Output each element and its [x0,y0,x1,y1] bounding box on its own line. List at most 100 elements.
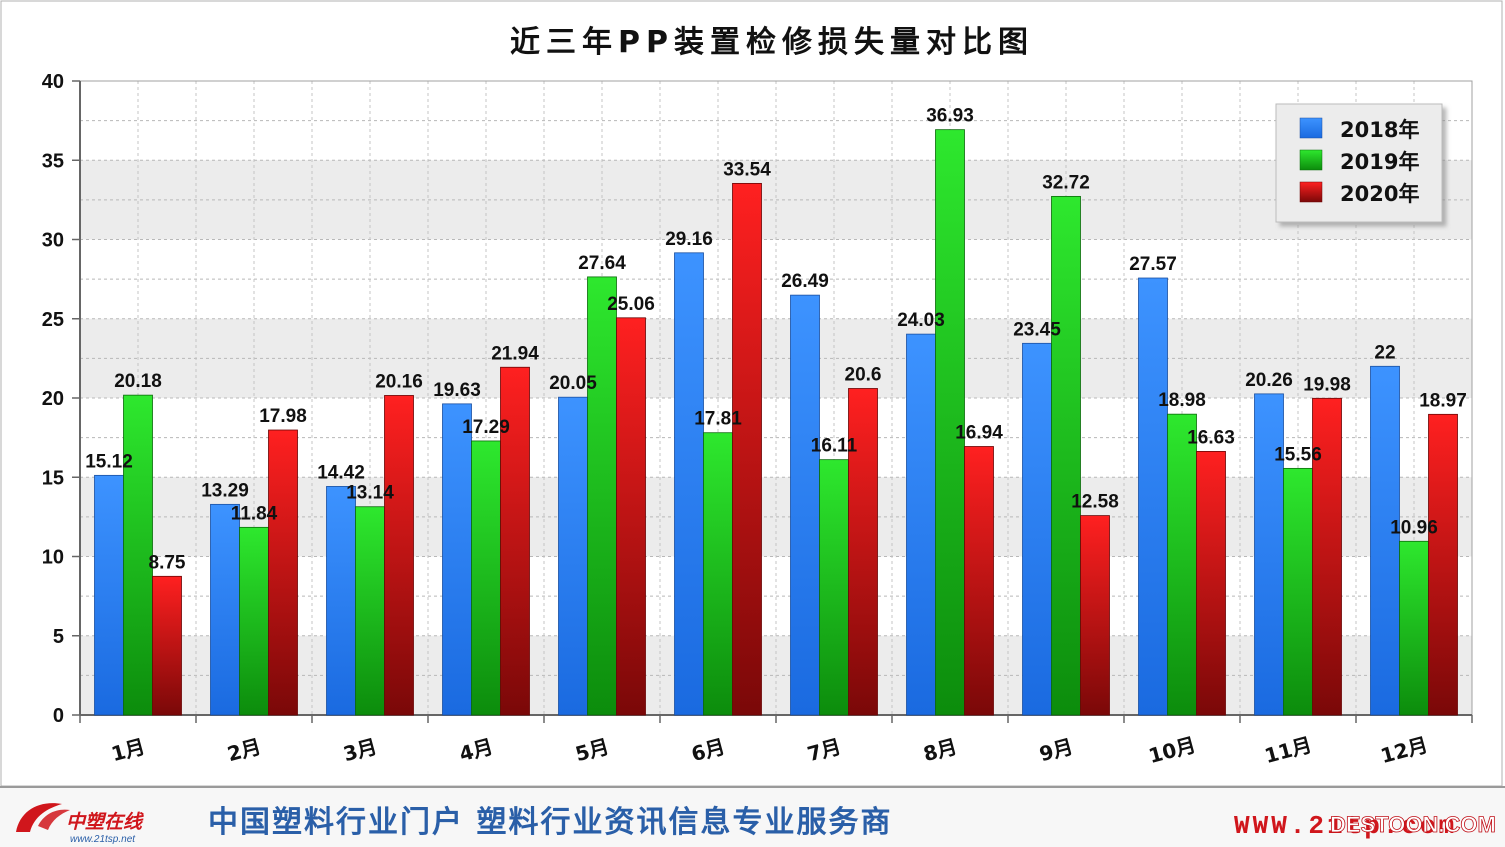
bar-2018-10 [1138,277,1168,716]
data-label-2019-1: 20.18 [114,371,162,392]
legend-label-2018: 2018年 [1340,118,1419,142]
bar-2020-2 [268,429,298,716]
data-label-2020-12: 18.97 [1419,390,1467,411]
bar-2020-10 [1196,451,1226,716]
data-label-2019-12: 10.96 [1390,517,1438,538]
data-label-2019-7: 16.11 [811,436,858,457]
data-label-2019-9: 32.72 [1042,172,1090,193]
data-label-2018-11: 20.26 [1245,370,1293,391]
chart-title: 近三年PP装置检修损失量对比图 [510,25,1034,60]
footer-slogan: 中国塑料行业门户 塑料行业资讯信息专业服务商 [208,805,892,840]
bar-2018-12 [1370,365,1400,716]
bar-2020-7 [848,388,878,716]
bar-2018-2 [210,503,240,716]
bar-2019-4 [471,440,501,716]
bar-2019-9 [1051,195,1081,716]
data-label-2020-8: 16.94 [955,423,1003,444]
data-label-2020-7: 20.6 [845,364,882,385]
legend: 2018年 2019年 2020年 [1275,103,1443,223]
y-tick-label: 15 [42,467,64,489]
footer-watermark: DESTOON.COM [1330,812,1496,837]
y-tick-label: 35 [42,150,64,172]
data-label-2020-2: 17.98 [259,406,307,427]
bar-2019-8 [935,129,965,716]
legend-swatch-2020 [1299,181,1323,203]
bar-2018-1 [94,474,124,716]
data-label-2020-11: 19.98 [1303,374,1351,395]
y-tick-label: 25 [42,309,64,331]
data-label-2018-9: 23.45 [1013,319,1061,340]
bar-2019-5 [587,276,617,716]
bar-2019-2 [239,526,269,716]
data-label-2018-3: 14.42 [317,462,365,483]
bar-2019-1 [123,394,153,716]
data-label-2018-5: 20.05 [549,373,597,394]
data-label-2019-10: 18.98 [1158,390,1206,411]
bar-2018-5 [558,396,588,716]
bar-2019-6 [703,432,733,716]
bar-2020-5 [616,317,646,716]
data-label-2019-3: 13.14 [346,483,394,504]
footer-logo-mark-icon [16,803,62,832]
data-label-2019-6: 17.81 [694,409,742,430]
data-label-2019-5: 27.64 [578,253,626,274]
data-label-2019-2: 11.84 [231,503,278,524]
y-tick-label: 5 [53,626,64,648]
y-tick-label: 30 [42,230,64,252]
data-label-2018-7: 26.49 [781,271,829,292]
data-label-2018-1: 15.12 [85,451,133,472]
data-label-2018-2: 13.29 [201,480,249,501]
y-tick-label: 20 [42,388,64,410]
footer-background [0,788,1505,847]
bar-2019-3 [355,506,385,716]
bar-2018-6 [674,252,704,716]
data-label-2020-9: 12.58 [1071,492,1119,513]
data-label-2018-6: 29.16 [665,229,713,250]
footer-logo-url: www.21tsp.net [70,834,136,845]
bars [94,129,1458,716]
data-label-2019-11: 15.56 [1274,444,1322,465]
bar-2018-3 [326,486,356,716]
y-tick-label: 40 [42,71,64,93]
data-label-2019-8: 36.93 [926,106,974,127]
data-label-2020-3: 20.16 [375,371,423,392]
bar-2018-4 [442,403,472,716]
footer-website: WWW.21tp.com [1234,811,1457,841]
legend-label-2020: 2020年 [1340,182,1419,206]
bar-2020-9 [1080,515,1110,716]
data-label-2020-4: 21.94 [491,343,539,364]
data-label-2018-4: 19.63 [433,380,481,401]
bar-2018-11 [1254,393,1284,716]
y-tick-label: 10 [42,547,64,569]
data-label-2019-4: 17.29 [462,417,510,438]
data-label-2020-5: 25.06 [607,294,655,315]
legend-swatch-2019 [1299,149,1323,171]
bar-2018-8 [906,333,936,716]
data-label-2020-1: 8.75 [149,552,186,573]
bar-2019-10 [1167,413,1197,716]
legend-swatch-2018 [1299,117,1323,139]
bar-2020-8 [964,446,994,716]
footer-banner: 中塑在线 www.21tsp.net 中国塑料行业门户 塑料行业资讯信息专业服务… [0,786,1505,847]
footer-logo-text: 中塑在线 [66,811,144,833]
data-label-2018-12: 22 [1374,342,1395,363]
bar-2020-6 [732,182,762,716]
grid-lines [79,80,1473,716]
bar-2019-12 [1399,540,1429,716]
bar-2020-4 [500,366,530,716]
legend-label-2019: 2019年 [1340,150,1419,174]
bar-2019-11 [1283,467,1313,716]
bar-2018-7 [790,294,820,716]
data-labels: 15.12 13.29 14.42 19.63 20.05 29.16 26.49 24.03… [85,106,1467,574]
data-label-2020-6: 33.54 [723,159,771,180]
y-axis-ticks: 0 5 10 15 20 25 30 35 40 [42,71,80,727]
footer-logo: 中塑在线 www.21tsp.net [16,803,144,845]
footer-logo-swoosh-icon [38,809,70,830]
bar-2020-11 [1312,397,1342,716]
y-tick-label: 0 [53,705,64,727]
data-label-2020-10: 16.63 [1187,427,1235,448]
data-label-2018-8: 24.03 [897,310,945,331]
bar-2020-12 [1428,413,1458,716]
